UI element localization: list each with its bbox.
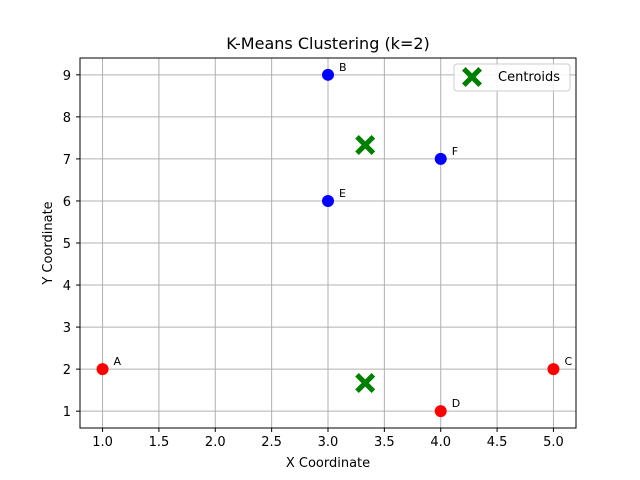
y-tick-label: 4 [63,279,71,294]
data-point-c [547,363,560,376]
x-tick-label: 5.0 [543,435,564,450]
data-points: A B C D E F [96,61,572,418]
legend-box [453,63,571,92]
point-label-f: F [452,145,458,158]
data-point-b [322,68,334,81]
point-label-d: D [452,397,460,410]
data-point-f [434,152,447,165]
centroid-marker-2 [355,135,376,156]
legend-label: Centroids [498,70,560,85]
legend-centroid-marker [462,67,482,87]
point-label-b: B [339,61,347,74]
legend: Centroids [453,63,571,92]
x-tick-label: 4.0 [430,435,451,450]
chart-title: K-Means Clustering (k=2) [226,34,430,53]
y-tick-label: 1 [63,405,71,420]
y-tick-label: 9 [63,69,71,84]
point-label-c: C [564,355,572,368]
x-tick-label: 4.5 [487,435,508,450]
point-label-e: E [339,187,346,200]
x-tick-label: 1.5 [149,435,170,450]
x-tick-label: 2.0 [205,435,226,450]
data-point-a [96,363,109,376]
y-tick-label: 2 [63,363,71,378]
data-point-e [322,194,334,207]
y-tick-label: 5 [63,237,71,252]
y-tick-label: 6 [63,195,71,210]
x-tick-label: 3.5 [374,435,395,450]
centroid-markers [355,135,376,394]
x-tick-label: 3.0 [318,435,339,450]
centroid-marker-1 [355,373,376,394]
y-axis-label: Y Coordinate [41,201,56,285]
x-tick-label: 1.0 [92,435,113,450]
data-point-d [434,405,447,418]
axis-ticks: 1.0 1.5 2.0 2.5 3.0 3.5 4.0 4.5 5.0 1 2 3 4 5 6 7 8 9 [63,69,564,450]
y-tick-label: 8 [63,111,71,126]
plot-frame [79,57,577,429]
y-tick-label: 7 [63,153,71,168]
y-tick-label: 3 [63,321,71,336]
point-label-a: A [114,355,122,368]
x-axis-label: X Coordinate [286,456,370,471]
x-tick-label: 2.5 [261,435,282,450]
